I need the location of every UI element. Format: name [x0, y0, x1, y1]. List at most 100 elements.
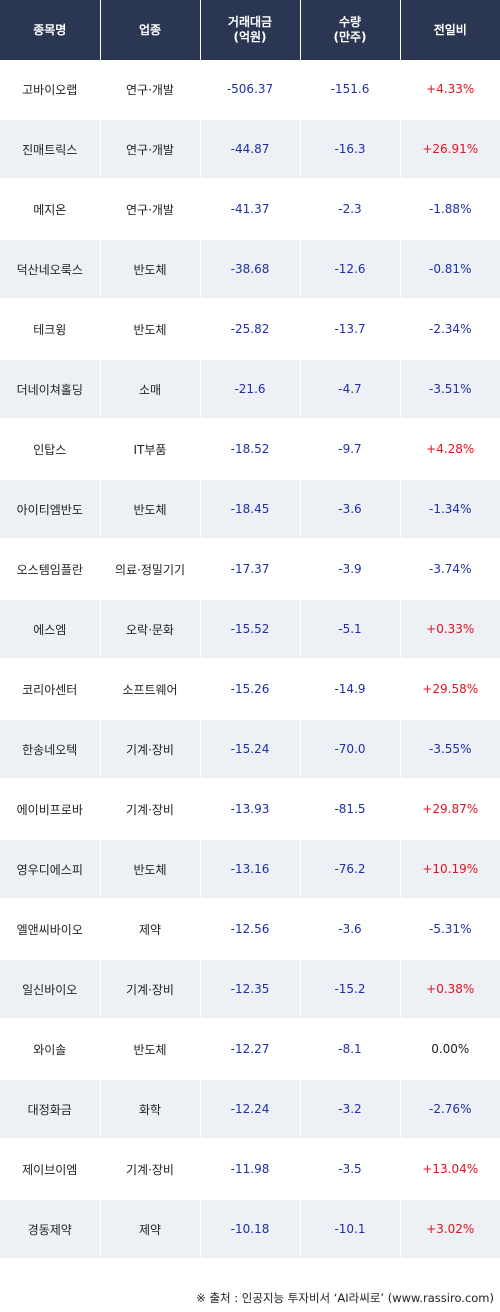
- cell-amount: -18.52: [200, 419, 301, 480]
- table-header: 종목명 업종 거래대금 (억원) 수량 (만주) 전일비: [0, 0, 500, 60]
- cell-sector: 연구·개발: [100, 60, 201, 120]
- table-row: 고바이오랩 연구·개발 -506.37 -151.6 +4.33%: [0, 60, 500, 120]
- table-row: 와이솔 반도체 -12.27 -8.1 0.00%: [0, 1019, 500, 1080]
- table-row: 영우디에스피 반도체 -13.16 -76.2 +10.19%: [0, 839, 500, 900]
- table-body: 고바이오랩 연구·개발 -506.37 -151.6 +4.33% 진매트릭스 연구·개발 -…: [0, 60, 500, 1260]
- table-row: 에스엠 오락·문화 -15.52 -5.1 +0.33%: [0, 599, 500, 660]
- cell-change: +10.19%: [400, 839, 500, 900]
- header-name: 종목명: [0, 0, 101, 60]
- table-row: 진매트릭스 연구·개발 -44.87 -16.3 +26.91%: [0, 119, 500, 180]
- cell-sector: 반도체: [100, 479, 201, 540]
- cell-change: +29.87%: [400, 779, 500, 840]
- cell-sector: 기계·장비: [100, 1139, 201, 1200]
- header-volume-line2: (만주): [333, 30, 367, 44]
- cell-sector: 소매: [100, 359, 201, 420]
- cell-volume: -14.9: [300, 659, 401, 720]
- header-row: 종목명 업종 거래대금 (억원) 수량 (만주) 전일비: [0, 0, 500, 60]
- cell-change: -3.74%: [400, 539, 500, 600]
- cell-volume: -3.2: [300, 1079, 401, 1140]
- cell-volume: -9.7: [300, 419, 401, 480]
- cell-name: 더네이쳐홀딩: [0, 359, 101, 420]
- table-row: 인탑스 IT부품 -18.52 -9.7 +4.28%: [0, 419, 500, 480]
- table-row: 오스템임플란 의료·정밀기기 -17.37 -3.9 -3.74%: [0, 539, 500, 600]
- cell-sector: 화학: [100, 1079, 201, 1140]
- cell-change: +0.38%: [400, 959, 500, 1020]
- cell-name: 대정화금: [0, 1079, 101, 1140]
- header-amount: 거래대금 (억원): [200, 0, 301, 60]
- header-change: 전일비: [400, 0, 500, 60]
- cell-amount: -15.24: [200, 719, 301, 780]
- table-row: 메지온 연구·개발 -41.37 -2.3 -1.88%: [0, 179, 500, 240]
- cell-sector: 오락·문화: [100, 599, 201, 660]
- table-row: 엘앤씨바이오 제약 -12.56 -3.6 -5.31%: [0, 899, 500, 960]
- table-row: 대정화금 화학 -12.24 -3.2 -2.76%: [0, 1079, 500, 1140]
- cell-change: -5.31%: [400, 899, 500, 960]
- cell-sector: 제약: [100, 899, 201, 960]
- cell-change: -1.34%: [400, 479, 500, 540]
- cell-amount: -17.37: [200, 539, 301, 600]
- cell-change: +4.33%: [400, 60, 500, 120]
- cell-change: +4.28%: [400, 419, 500, 480]
- cell-name: 아이티엠반도: [0, 479, 101, 540]
- cell-volume: -5.1: [300, 599, 401, 660]
- cell-amount: -18.45: [200, 479, 301, 540]
- cell-change: -1.88%: [400, 179, 500, 240]
- cell-sector: 의료·정밀기기: [100, 539, 201, 600]
- cell-name: 오스템임플란: [0, 539, 101, 600]
- cell-volume: -3.5: [300, 1139, 401, 1200]
- cell-change: -2.34%: [400, 299, 500, 360]
- cell-name: 와이솔: [0, 1019, 101, 1080]
- cell-volume: -13.7: [300, 299, 401, 360]
- cell-name: 덕산네오룩스: [0, 239, 101, 300]
- cell-change: -3.51%: [400, 359, 500, 420]
- cell-amount: -21.6: [200, 359, 301, 420]
- cell-volume: -3.6: [300, 479, 401, 540]
- cell-volume: -81.5: [300, 779, 401, 840]
- cell-change: -3.55%: [400, 719, 500, 780]
- header-amount-line2: (억원): [233, 30, 267, 44]
- cell-volume: -4.7: [300, 359, 401, 420]
- cell-volume: -3.9: [300, 539, 401, 600]
- cell-volume: -70.0: [300, 719, 401, 780]
- table-row: 경동제약 제약 -10.18 -10.1 +3.02%: [0, 1199, 500, 1260]
- cell-volume: -16.3: [300, 119, 401, 180]
- cell-amount: -41.37: [200, 179, 301, 240]
- cell-volume: -3.6: [300, 899, 401, 960]
- cell-name: 일신바이오: [0, 959, 101, 1020]
- cell-sector: 기계·장비: [100, 719, 201, 780]
- cell-change: 0.00%: [400, 1019, 500, 1080]
- cell-amount: -12.56: [200, 899, 301, 960]
- cell-name: 영우디에스피: [0, 839, 101, 900]
- header-sector: 업종: [100, 0, 201, 60]
- cell-sector: 소프트웨어: [100, 659, 201, 720]
- cell-amount: -15.26: [200, 659, 301, 720]
- cell-volume: -10.1: [300, 1199, 401, 1260]
- cell-sector: 반도체: [100, 839, 201, 900]
- table-row: 코리아센터 소프트웨어 -15.26 -14.9 +29.58%: [0, 659, 500, 720]
- table-row: 에이비프로바 기계·장비 -13.93 -81.5 +29.87%: [0, 779, 500, 840]
- cell-name: 진매트릭스: [0, 119, 101, 180]
- table-row: 일신바이오 기계·장비 -12.35 -15.2 +0.38%: [0, 959, 500, 1020]
- source-note: ※ 출처 : 인공지능 투자비서 ‘AI라씨로’ (www.rassiro.co…: [196, 1291, 494, 1305]
- cell-sector: 연구·개발: [100, 179, 201, 240]
- cell-change: -0.81%: [400, 239, 500, 300]
- cell-sector: 연구·개발: [100, 119, 201, 180]
- cell-volume: -151.6: [300, 60, 401, 120]
- cell-sector: 기계·장비: [100, 959, 201, 1020]
- cell-amount: -12.24: [200, 1079, 301, 1140]
- cell-change: -2.76%: [400, 1079, 500, 1140]
- cell-name: 인탑스: [0, 419, 101, 480]
- cell-amount: -12.27: [200, 1019, 301, 1080]
- cell-volume: -8.1: [300, 1019, 401, 1080]
- cell-amount: -25.82: [200, 299, 301, 360]
- cell-name: 코리아센터: [0, 659, 101, 720]
- cell-name: 에스엠: [0, 599, 101, 660]
- cell-sector: 기계·장비: [100, 779, 201, 840]
- cell-amount: -44.87: [200, 119, 301, 180]
- cell-name: 엘앤씨바이오: [0, 899, 101, 960]
- cell-sector: IT부품: [100, 419, 201, 480]
- table-row: 더네이쳐홀딩 소매 -21.6 -4.7 -3.51%: [0, 359, 500, 420]
- cell-amount: -10.18: [200, 1199, 301, 1260]
- header-amount-line1: 거래대금: [227, 15, 273, 29]
- cell-sector: 반도체: [100, 1019, 201, 1080]
